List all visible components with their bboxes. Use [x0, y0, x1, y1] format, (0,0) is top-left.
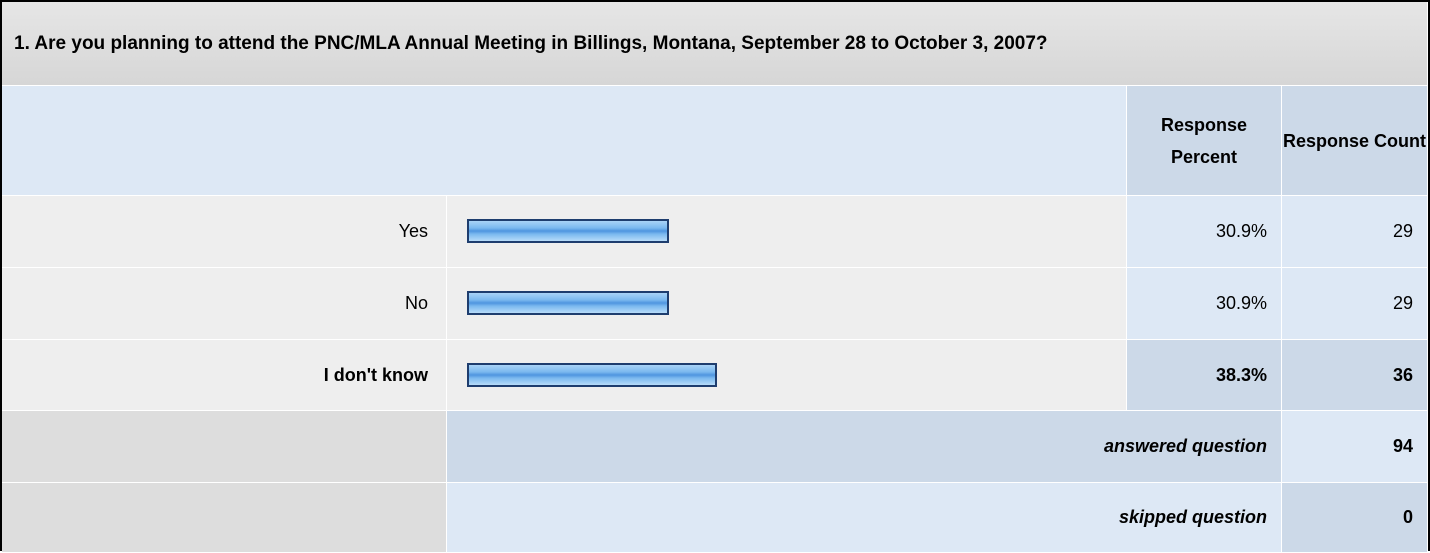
header-blank: [2, 86, 1127, 196]
skipped-count: 0: [1282, 483, 1428, 553]
footer-blank: [2, 483, 447, 553]
response-count: 36: [1282, 340, 1428, 411]
response-percent: 38.3%: [1127, 340, 1282, 411]
response-percent: 30.9%: [1127, 196, 1282, 268]
response-percent: 30.9%: [1127, 268, 1282, 340]
response-count: 29: [1282, 196, 1428, 268]
option-label: No: [2, 268, 447, 340]
header-count: Response Count: [1282, 86, 1428, 196]
footer-blank: [2, 411, 447, 483]
response-bar: [467, 363, 718, 387]
response-bar: [467, 219, 669, 243]
option-label: Yes: [2, 196, 447, 268]
question: 1. Are you planning to attend the PNC/ML…: [2, 2, 1428, 86]
response-count: 29: [1282, 268, 1428, 340]
skipped-label: skipped question: [447, 483, 1282, 553]
option-label: I don't know: [2, 340, 447, 411]
answered-count: 94: [1282, 411, 1428, 483]
response-bar: [467, 291, 669, 315]
header-percent: Response Percent: [1127, 86, 1282, 196]
answered-label: answered question: [447, 411, 1282, 483]
